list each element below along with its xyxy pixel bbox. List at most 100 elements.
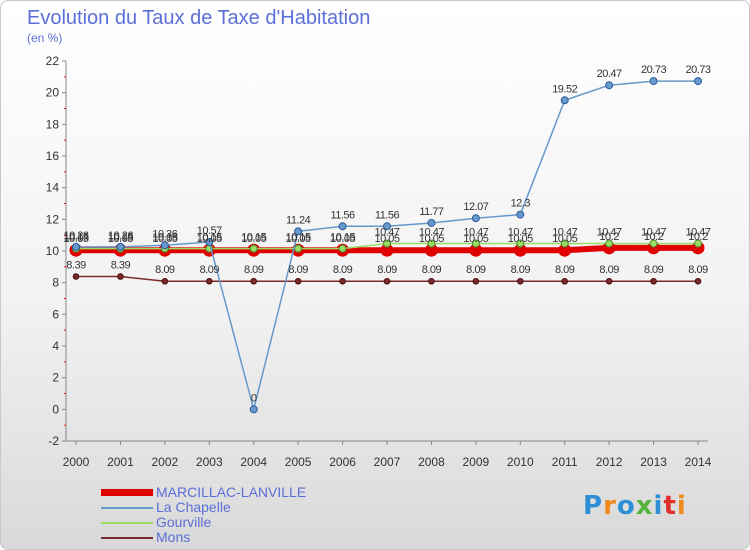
data-point [383,222,391,231]
data-label: 12.07 [463,201,488,213]
legend-label: La Chapelle [156,499,231,515]
data-label: 20.73 [641,64,666,76]
data-label: 8.09 [599,264,619,276]
data-point [117,273,124,280]
data-label: 10.2 [599,231,619,243]
y-tick-label: 8 [52,276,59,290]
x-tick-label: 2013 [640,455,667,469]
data-label: 8.09 [422,264,442,276]
chart-title: Evolution du Taux de Taxe d'Habitation [27,7,371,29]
data-label: 10.47 [685,227,710,239]
proxiti-logo[interactable]: Proxiti [583,491,687,521]
y-tick-label: 6 [52,307,59,321]
data-point [561,277,569,285]
data-point [383,277,391,285]
data-label: 8.09 [288,264,308,276]
data-point [605,239,614,248]
data-label: 10.05 [552,233,577,245]
legend-item: Mons [101,529,361,545]
data-point [694,239,702,248]
x-tick-label: 2014 [685,455,712,469]
data-label: 10.15 [286,232,311,244]
data-point [649,77,658,86]
data-label: 10.57 [197,225,222,237]
data-label: 10.15 [241,232,266,244]
data-point [560,96,569,105]
data-label: 0 [251,392,257,404]
data-point [383,239,391,248]
legend-label: MARCILLAC-LANVILLE [156,484,307,500]
x-tick-label: 2002 [152,455,179,469]
data-point [694,77,702,86]
data-label: 10.05 [286,233,311,245]
data-label: 10.47 [641,227,666,239]
data-point [516,277,524,285]
data-point [427,218,436,227]
x-tick-label: 2003 [196,455,223,469]
data-label: 10.05 [108,233,133,245]
data-label: 8.09 [555,264,575,276]
data-point [338,244,347,253]
data-point [605,277,613,285]
data-point [339,277,346,285]
y-tick-label: 18 [46,117,60,131]
data-label: 8.09 [377,264,397,276]
data-label: 8.39 [111,259,131,271]
x-tick-label: 2009 [463,455,490,469]
logo-letter: P [583,491,604,521]
data-label: 10.47 [463,227,488,239]
data-label: 10.2 [644,231,664,243]
data-label: 10.26 [108,230,133,242]
legend: MARCILLAC-LANVILLE La Chapelle Gourville Mo… [101,484,361,545]
logo-letter: x [635,491,654,521]
data-label: 10.47 [419,227,444,239]
data-label: 10.15 [197,232,222,244]
logo-letter: i [653,491,664,521]
data-label: 10.15 [152,232,177,244]
data-label: 11.56 [375,209,400,221]
data-point [650,277,657,285]
data-label: 10.26 [63,230,88,242]
data-label: 10.15 [330,232,355,244]
y-tick-label: 12 [46,212,60,226]
legend-label: Gourville [156,514,212,530]
data-point [471,214,480,223]
data-point [516,210,525,219]
data-label: 20.73 [685,64,710,76]
data-point [72,273,80,280]
data-label: 20.47 [597,68,622,80]
data-point [649,239,658,248]
data-label: 10.05 [508,233,533,245]
logo-letter: t [663,491,677,521]
chart-subtitle: (en %) [27,31,63,45]
data-label: 10.36 [152,228,177,240]
data-point [205,277,213,285]
data-point [471,239,480,248]
x-tick-label: 2005 [285,455,312,469]
data-point [694,277,702,285]
y-tick-label: 10 [46,244,60,258]
data-point [205,237,214,246]
data-label: 8.09 [333,264,353,276]
x-tick-label: 2007 [374,455,401,469]
data-label: 8.09 [511,264,531,276]
data-point [249,244,258,253]
data-point [250,277,258,285]
y-tick-label: 16 [46,149,60,163]
legend-item: La Chapelle [101,499,361,515]
x-tick-label: 2000 [63,455,90,469]
data-point [516,239,525,248]
data-label: 12.3 [511,198,531,210]
data-label: 10.2 [688,231,708,243]
data-label: 10.05 [419,233,444,245]
data-point [560,239,569,248]
legend-swatch [101,537,153,539]
data-label: 10.05 [152,233,177,245]
y-tick-label: -2 [48,434,59,448]
y-tick-label: 4 [52,339,59,353]
data-label: 8.09 [200,264,220,276]
x-tick-label: 2004 [240,455,267,469]
legend-label: Mons [156,529,191,545]
